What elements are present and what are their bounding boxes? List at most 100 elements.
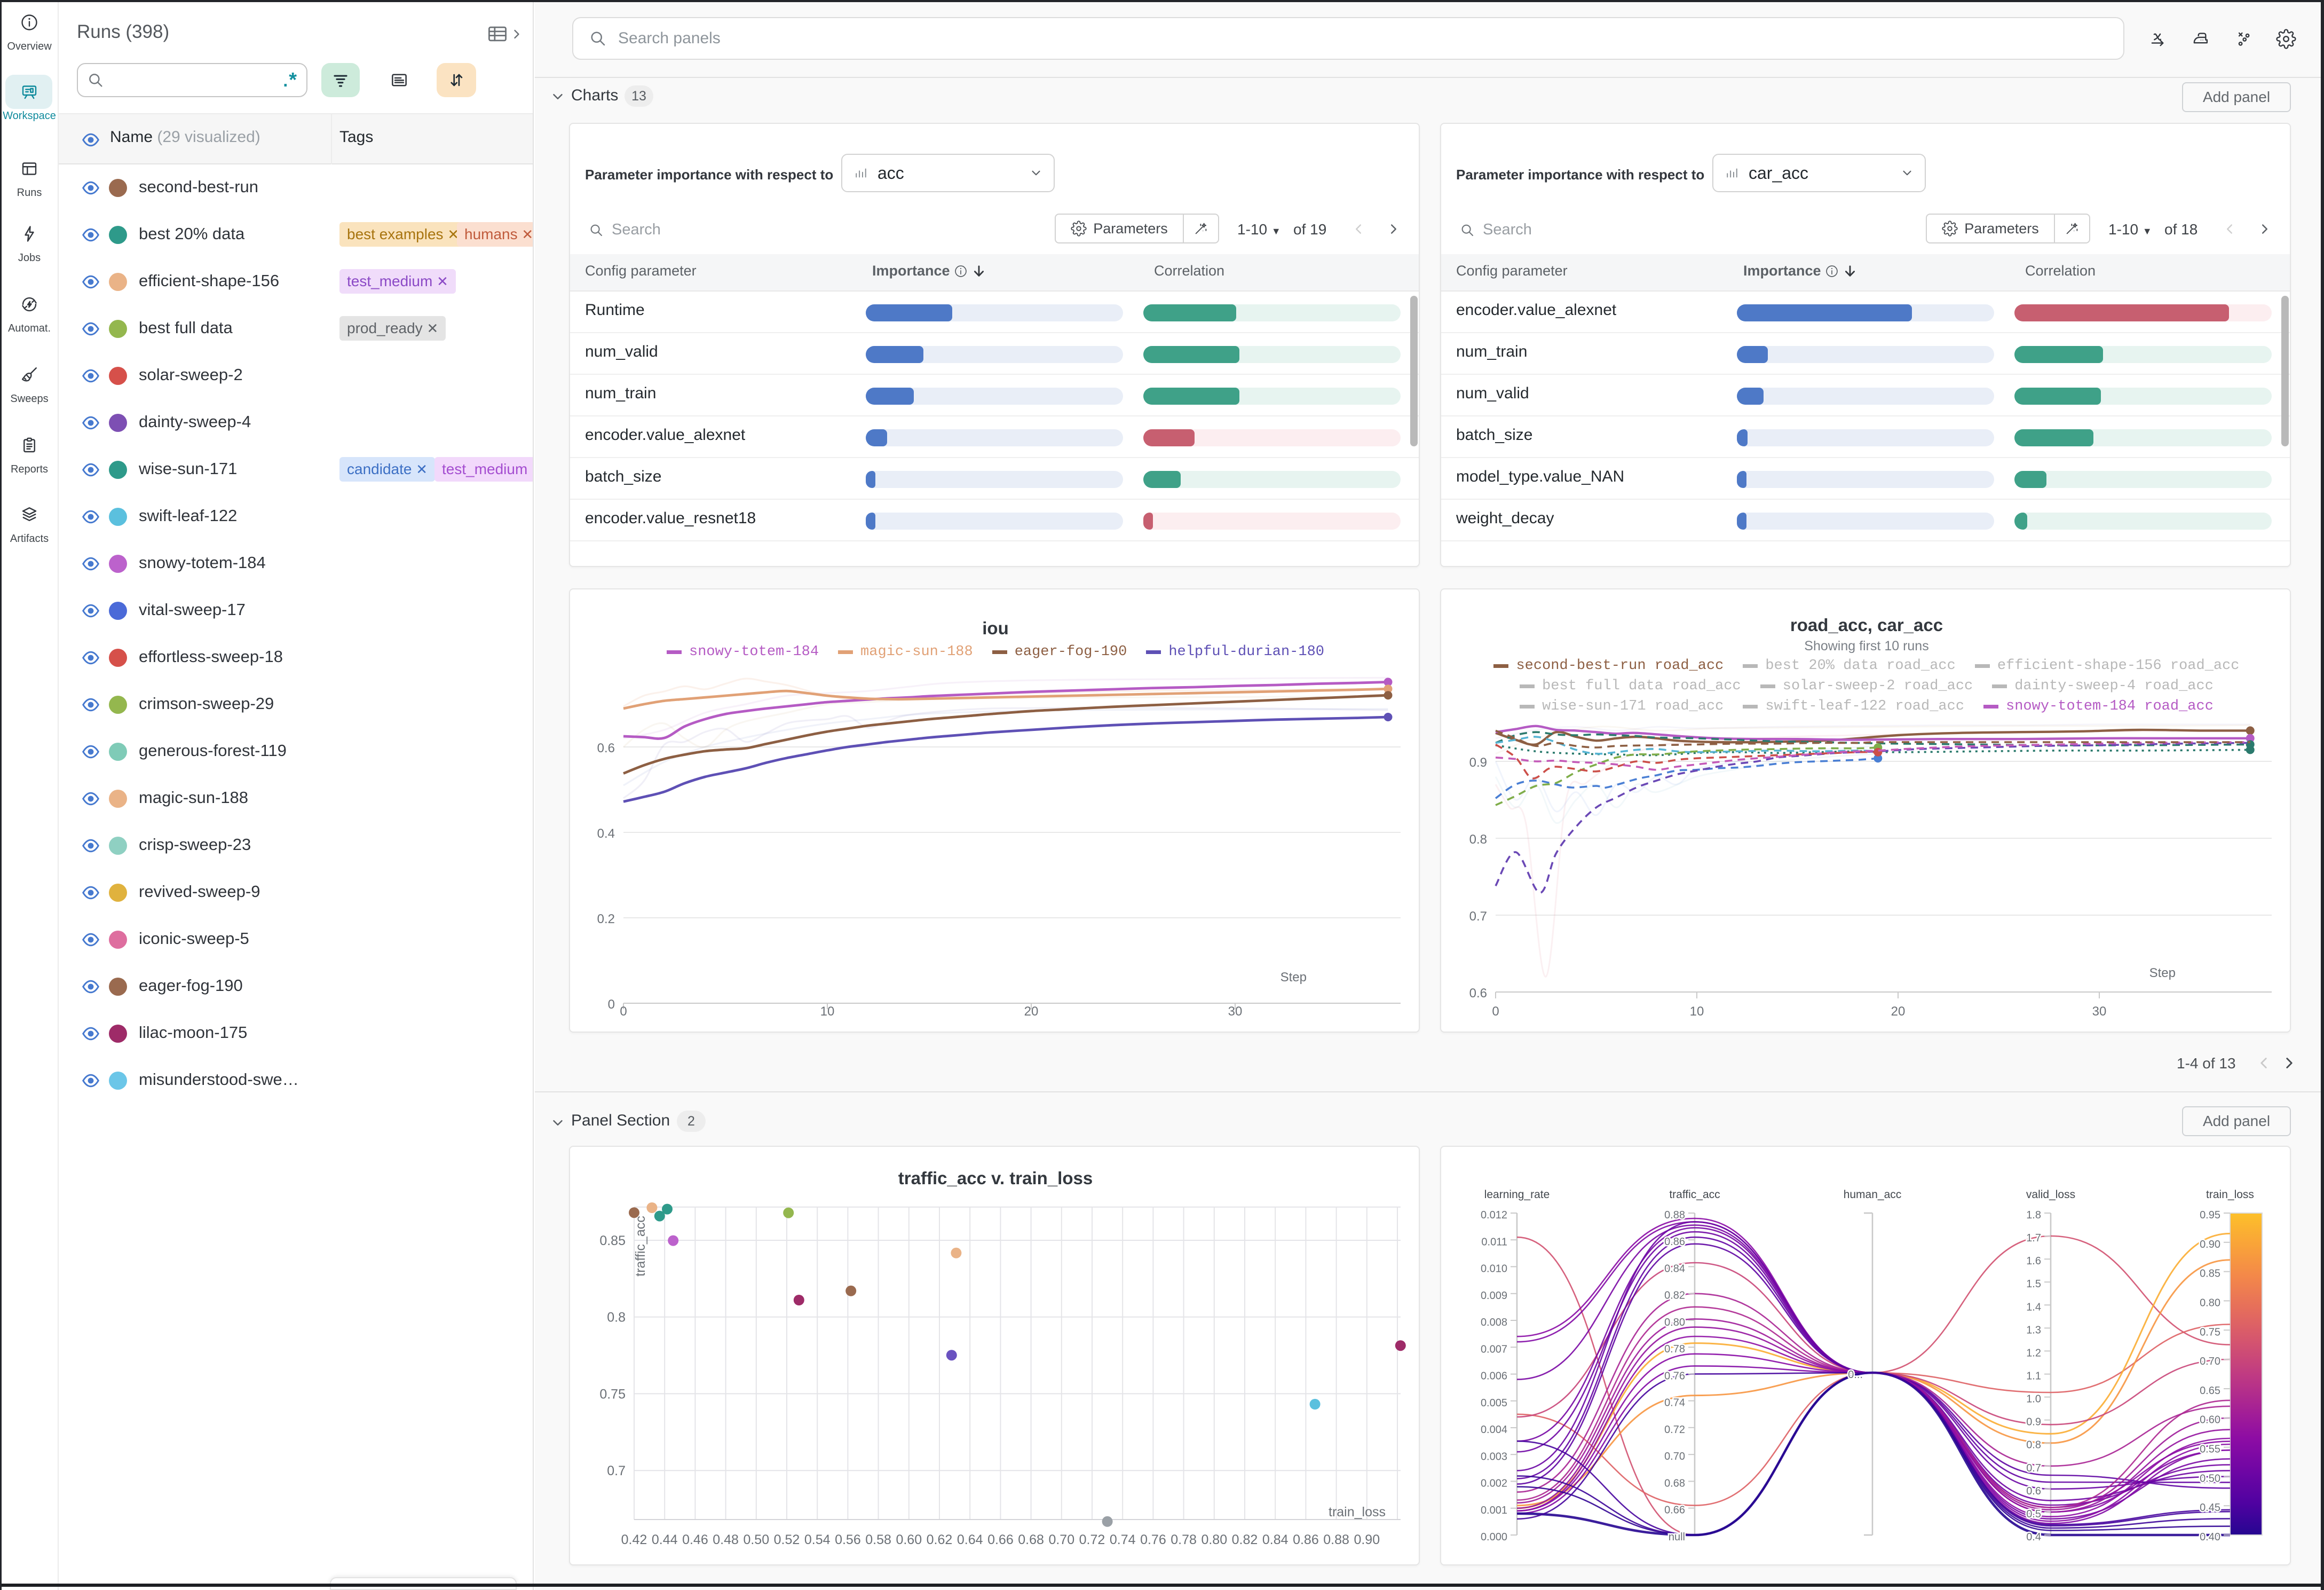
svg-text:0.44: 0.44 [652, 1532, 678, 1547]
svg-text:0.9: 0.9 [1469, 755, 1487, 770]
svg-text:0.7: 0.7 [1469, 909, 1487, 924]
svg-text:30: 30 [2092, 1004, 2107, 1019]
svg-text:0.66: 0.66 [1664, 1505, 1685, 1516]
svg-text:0: 0 [1492, 1004, 1499, 1019]
svg-text:0.50: 0.50 [2200, 1473, 2220, 1484]
svg-text:0.74: 0.74 [1664, 1397, 1685, 1409]
svg-text:0...: 0... [1848, 1369, 1863, 1381]
svg-text:0.58: 0.58 [865, 1532, 891, 1547]
svg-text:0.007: 0.007 [1481, 1343, 1507, 1355]
svg-text:10: 10 [820, 1004, 835, 1019]
svg-text:0.012: 0.012 [1481, 1209, 1507, 1221]
svg-text:0.004: 0.004 [1481, 1424, 1507, 1436]
svg-text:0.003: 0.003 [1481, 1451, 1507, 1462]
svg-text:0.000: 0.000 [1481, 1531, 1507, 1543]
svg-text:20: 20 [1024, 1004, 1039, 1019]
svg-text:20: 20 [1891, 1004, 1906, 1019]
svg-text:0.84: 0.84 [1664, 1263, 1685, 1274]
svg-text:0.5: 0.5 [2026, 1508, 2041, 1520]
svg-text:learning_rate: learning_rate [1484, 1188, 1550, 1201]
svg-text:0.82: 0.82 [1664, 1290, 1685, 1302]
svg-text:0.80: 0.80 [1664, 1317, 1685, 1328]
svg-text:0.6: 0.6 [597, 741, 615, 755]
svg-text:0.84: 0.84 [1262, 1532, 1289, 1547]
svg-text:0.64: 0.64 [957, 1532, 983, 1547]
svg-text:0.62: 0.62 [927, 1532, 953, 1547]
svg-text:1.4: 1.4 [2026, 1301, 2041, 1313]
svg-text:0.2: 0.2 [597, 912, 615, 926]
svg-text:0.60: 0.60 [2200, 1414, 2220, 1426]
svg-text:0.65: 0.65 [2200, 1385, 2220, 1397]
svg-text:0.85: 0.85 [599, 1233, 626, 1248]
svg-text:0.86: 0.86 [1664, 1236, 1685, 1248]
svg-text:0.56: 0.56 [835, 1532, 861, 1547]
svg-text:0.46: 0.46 [682, 1532, 708, 1547]
svg-text:0.70: 0.70 [1048, 1532, 1074, 1547]
svg-text:0.002: 0.002 [1481, 1478, 1507, 1490]
svg-text:0.70: 0.70 [1664, 1451, 1685, 1462]
svg-text:Step: Step [1280, 970, 1307, 985]
svg-text:0.76: 0.76 [1140, 1532, 1166, 1547]
svg-text:0.40: 0.40 [2200, 1531, 2220, 1543]
svg-text:0.72: 0.72 [1079, 1532, 1105, 1547]
svg-text:train_loss: train_loss [2206, 1188, 2254, 1201]
svg-text:0.72: 0.72 [1664, 1424, 1685, 1436]
svg-text:0.95: 0.95 [2200, 1209, 2220, 1221]
svg-text:0.90: 0.90 [2200, 1239, 2220, 1250]
svg-text:30: 30 [1228, 1004, 1243, 1019]
svg-text:valid_loss: valid_loss [2026, 1188, 2075, 1201]
svg-text:traffic_acc: traffic_acc [1669, 1188, 1720, 1201]
svg-text:0.78: 0.78 [1171, 1532, 1197, 1547]
svg-text:0.011: 0.011 [1481, 1236, 1507, 1248]
svg-text:0.50: 0.50 [743, 1532, 769, 1547]
svg-text:0.9: 0.9 [2026, 1416, 2041, 1428]
svg-text:0.4: 0.4 [597, 827, 615, 841]
svg-text:1.6: 1.6 [2026, 1255, 2041, 1267]
svg-text:0.45: 0.45 [2200, 1502, 2220, 1514]
svg-text:train_loss: train_loss [1329, 1505, 1386, 1520]
svg-text:1.5: 1.5 [2026, 1278, 2041, 1290]
svg-text:0.54: 0.54 [804, 1532, 831, 1547]
svg-text:0.55: 0.55 [2200, 1444, 2220, 1455]
svg-text:0.7: 0.7 [607, 1463, 626, 1478]
svg-text:0.88: 0.88 [1323, 1532, 1349, 1547]
svg-text:1.3: 1.3 [2026, 1324, 2041, 1336]
svg-text:0.48: 0.48 [713, 1532, 739, 1547]
svg-text:0.009: 0.009 [1481, 1290, 1507, 1302]
svg-text:1.0: 1.0 [2026, 1394, 2041, 1405]
svg-text:0.90: 0.90 [1354, 1532, 1380, 1547]
svg-text:0.001: 0.001 [1481, 1505, 1507, 1516]
svg-text:0.82: 0.82 [1232, 1532, 1258, 1547]
svg-text:0.78: 0.78 [1664, 1343, 1685, 1355]
svg-text:1.8: 1.8 [2026, 1209, 2041, 1221]
svg-text:0.75: 0.75 [599, 1387, 626, 1402]
svg-text:0.42: 0.42 [621, 1532, 647, 1547]
svg-text:0.60: 0.60 [896, 1532, 922, 1547]
svg-text:0.010: 0.010 [1481, 1263, 1507, 1275]
svg-text:0.70: 0.70 [2200, 1356, 2220, 1367]
svg-text:0.80: 0.80 [1201, 1532, 1227, 1547]
svg-text:0.8: 0.8 [607, 1310, 626, 1325]
svg-text:0.68: 0.68 [1664, 1477, 1685, 1489]
svg-text:0.76: 0.76 [1664, 1370, 1685, 1382]
svg-text:Step: Step [2149, 966, 2176, 980]
svg-text:0.80: 0.80 [2200, 1297, 2220, 1309]
svg-text:1.1: 1.1 [2026, 1371, 2041, 1382]
svg-text:0.8: 0.8 [1469, 832, 1487, 847]
svg-text:0.66: 0.66 [987, 1532, 1014, 1547]
svg-text:0.6: 0.6 [2026, 1485, 2041, 1497]
svg-text:1.7: 1.7 [2026, 1232, 2041, 1244]
svg-text:0.7: 0.7 [2026, 1462, 2041, 1474]
svg-text:0.008: 0.008 [1481, 1317, 1507, 1328]
svg-text:human_acc: human_acc [1844, 1188, 1902, 1201]
svg-text:0.75: 0.75 [2200, 1326, 2220, 1338]
svg-text:0.005: 0.005 [1481, 1397, 1507, 1409]
svg-text:0.88: 0.88 [1664, 1209, 1685, 1221]
svg-text:0.68: 0.68 [1018, 1532, 1044, 1547]
svg-text:null: null [1669, 1531, 1685, 1543]
svg-text:0.4: 0.4 [2026, 1531, 2041, 1543]
svg-text:0: 0 [608, 997, 615, 1012]
svg-text:0.8: 0.8 [2026, 1439, 2041, 1451]
svg-text:0: 0 [620, 1004, 627, 1019]
svg-text:0.85: 0.85 [2200, 1268, 2220, 1280]
